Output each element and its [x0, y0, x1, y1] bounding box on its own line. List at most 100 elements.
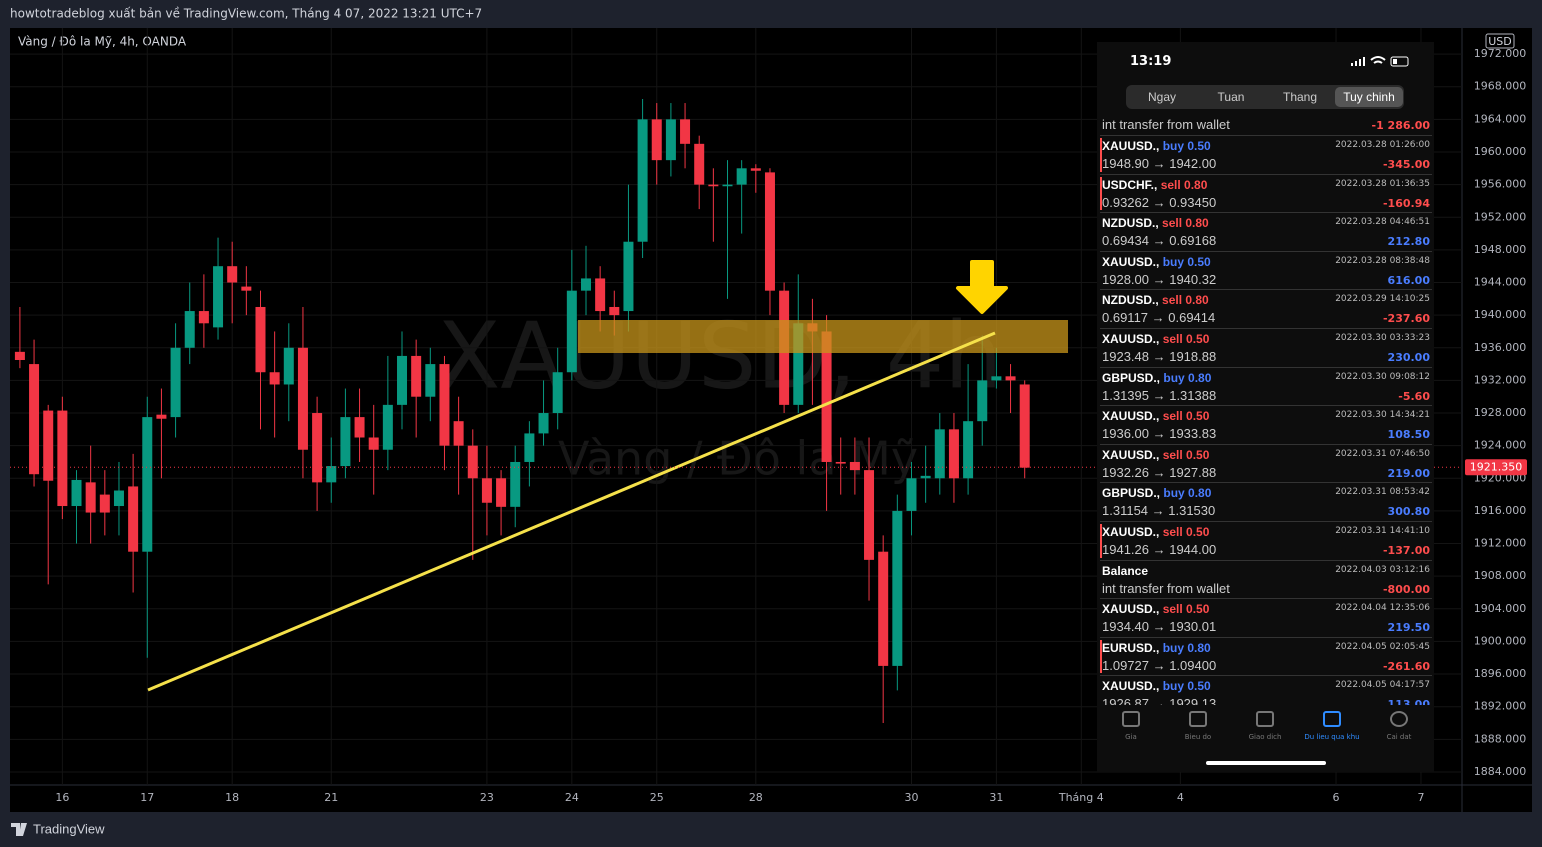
nav-label: Giao dich — [1248, 733, 1282, 741]
tab[interactable]: Tuan — [1217, 90, 1245, 104]
candle-body — [99, 494, 110, 513]
y-tick-label: 1944.000 — [1474, 276, 1527, 289]
y-tick-label: 1896.000 — [1474, 667, 1527, 680]
nav-icon[interactable] — [1189, 711, 1207, 727]
candle-body — [198, 311, 209, 324]
profit: 113.00 — [1387, 698, 1430, 705]
candle-body — [411, 355, 422, 397]
time: 2022.03.30 09:08:12 — [1335, 371, 1430, 382]
y-tick-label: 1900.000 — [1474, 634, 1527, 647]
symbol: XAUUSD., — [1102, 139, 1160, 153]
lot: 0.50 — [1187, 139, 1211, 153]
segmented-control: Ngay Tuan Thang Tuy chinh — [1126, 85, 1404, 109]
symbol: GBPUSD., — [1102, 370, 1161, 385]
x-tick-label: 24 — [565, 791, 579, 804]
nav-icon[interactable] — [1323, 711, 1341, 727]
time: 2022.03.30 14:34:21 — [1335, 410, 1430, 421]
note: int transfer from wallet — [1102, 117, 1230, 132]
candle-body — [453, 421, 464, 446]
time: 2022.04.05 02:05:45 — [1335, 641, 1430, 652]
x-tick-label: 18 — [225, 791, 239, 804]
prices: 0.69434 → 0.69168 — [1102, 233, 1217, 249]
prices: 1928.00 → 1940.32 — [1102, 271, 1217, 287]
prices: 1.31395 → 1.31388 — [1102, 387, 1217, 403]
history-row: GBPUSD., buy 0.80 2022.03.30 09:08:12 1.31… — [1100, 368, 1432, 407]
candle-body — [241, 286, 252, 291]
candle-body — [920, 475, 931, 479]
status-time: 13:19 — [1130, 54, 1172, 69]
nav-icon[interactable] — [1122, 711, 1140, 727]
candle-body — [510, 461, 521, 507]
prices: 1923.48 → 1918.88 — [1102, 348, 1217, 364]
time: 2022.03.31 08:53:42 — [1335, 487, 1430, 498]
profit: 616.00 — [1387, 273, 1430, 287]
x-tick-label: 28 — [749, 791, 763, 804]
profit: -261.60 — [1382, 659, 1430, 673]
history-row: XAUUSD., buy 0.50 2022.03.28 08:38:48 1928… — [1100, 252, 1432, 291]
candle-body — [85, 482, 96, 513]
candle-body — [170, 347, 181, 418]
history-list: int transfer from wallet -1 286.00 XAUUSD.… — [1100, 115, 1432, 705]
y-tick-label: 1912.000 — [1474, 537, 1527, 550]
row-title: GBPUSD., buy 0.80 — [1102, 371, 1211, 385]
row-title: XAUUSD., sell 0.50 — [1102, 525, 1209, 539]
home-indicator — [1206, 761, 1326, 765]
publisher: howtotradeblog xuất bản về TradingView.c… — [10, 7, 482, 21]
candle-body — [354, 417, 365, 438]
y-tick-label: 1932.000 — [1474, 373, 1527, 386]
y-tick-label: 1964.000 — [1474, 112, 1527, 125]
profit: -160.94 — [1382, 196, 1430, 210]
x-tick-label: 6 — [1333, 791, 1340, 804]
side: buy — [1162, 679, 1185, 694]
candle-body — [326, 466, 337, 483]
x-tick-label: 21 — [324, 791, 338, 804]
row-title: NZDUSD., sell 0.80 — [1102, 216, 1209, 230]
profit: 108.50 — [1387, 428, 1430, 442]
row-title: USDCHF., sell 0.80 — [1102, 178, 1207, 192]
prices: 1936.00 → 1933.83 — [1102, 426, 1217, 442]
candle-body — [948, 429, 959, 479]
candle-body — [113, 490, 124, 507]
y-tick-label: 1888.000 — [1474, 732, 1527, 745]
row-flag — [1100, 176, 1102, 211]
candle-body — [821, 331, 832, 462]
candle-body — [156, 414, 167, 419]
lot: 0.80 — [1188, 486, 1212, 501]
prices: 1941.26 → 1944.00 — [1102, 541, 1217, 557]
symbol: XAUUSD., — [1102, 524, 1160, 539]
lot: 0.80 — [1184, 177, 1208, 192]
candle-body — [623, 241, 634, 312]
chart-title: Vàng / Đô la Mỹ, 4h, OANDA — [18, 35, 187, 49]
symbol: NZDUSD., — [1102, 293, 1159, 308]
prices: 1948.90 → 1942.00 — [1102, 156, 1217, 171]
x-tick-label: 4 — [1177, 791, 1184, 804]
time: 2022.04.04 12:35:06 — [1335, 603, 1430, 614]
symbol: GBPUSD., — [1102, 486, 1161, 501]
side: sell — [1162, 409, 1183, 424]
candles — [10, 28, 1462, 785]
trend-line — [147, 331, 996, 692]
side: sell — [1162, 216, 1183, 231]
candle-body — [764, 172, 775, 291]
profit: -137.00 — [1382, 543, 1430, 557]
time: 2022.03.30 03:33:23 — [1335, 332, 1430, 343]
tab[interactable]: Tuy chinh — [1335, 87, 1403, 107]
tab[interactable]: Thang — [1282, 90, 1318, 104]
symbol: XAUUSD., — [1102, 679, 1160, 694]
candle-body — [878, 551, 889, 666]
row-flag — [1100, 639, 1102, 674]
tab[interactable]: Ngay — [1147, 90, 1176, 104]
candle-body — [57, 410, 68, 507]
phone-screenshot: 13:19 Ngay Tuan Thang Tuy chinh int transfe… — [1097, 42, 1434, 772]
nav-label: Bieu do — [1184, 733, 1212, 741]
side: sell — [1162, 293, 1183, 308]
nav-icon[interactable] — [1390, 711, 1408, 727]
time: 2022.04.05 04:17:57 — [1335, 680, 1430, 691]
candle-body — [397, 355, 408, 405]
time: 2022.03.28 04:46:51 — [1335, 217, 1430, 228]
candle-body — [708, 184, 719, 187]
time: 2022.03.28 01:36:35 — [1335, 178, 1430, 189]
side: buy — [1162, 640, 1185, 655]
currency-box — [1485, 33, 1515, 49]
nav-icon[interactable] — [1256, 711, 1274, 727]
